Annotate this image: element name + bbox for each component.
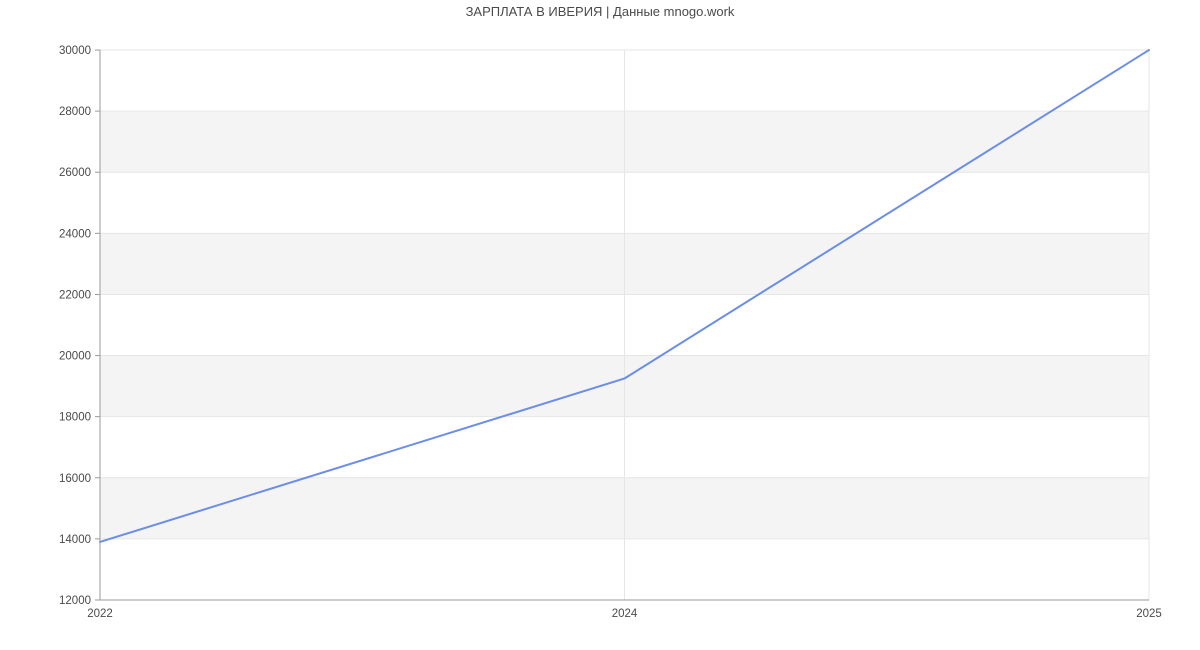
y-tick-label: 14000 [59, 534, 91, 546]
y-tick-label: 22000 [59, 289, 91, 301]
x-tick-label: 2022 [87, 608, 113, 620]
y-tick-label: 18000 [59, 412, 91, 424]
x-tick-label: 2024 [612, 608, 638, 620]
y-tick-label: 24000 [59, 228, 91, 240]
series-line [99, 49, 1150, 543]
y-tick-label: 28000 [59, 106, 91, 118]
y-tick-label: 12000 [59, 595, 91, 607]
chart-title: ЗАРПЛАТА В ИВЕРИЯ | Данные mnogo.work [465, 4, 735, 19]
y-tick-label: 20000 [59, 351, 91, 363]
y-tick-label: 30000 [59, 45, 91, 57]
x-tick-label: 2025 [1136, 608, 1162, 620]
y-tick-label: 16000 [59, 473, 91, 485]
y-tick-label: 26000 [59, 167, 91, 179]
